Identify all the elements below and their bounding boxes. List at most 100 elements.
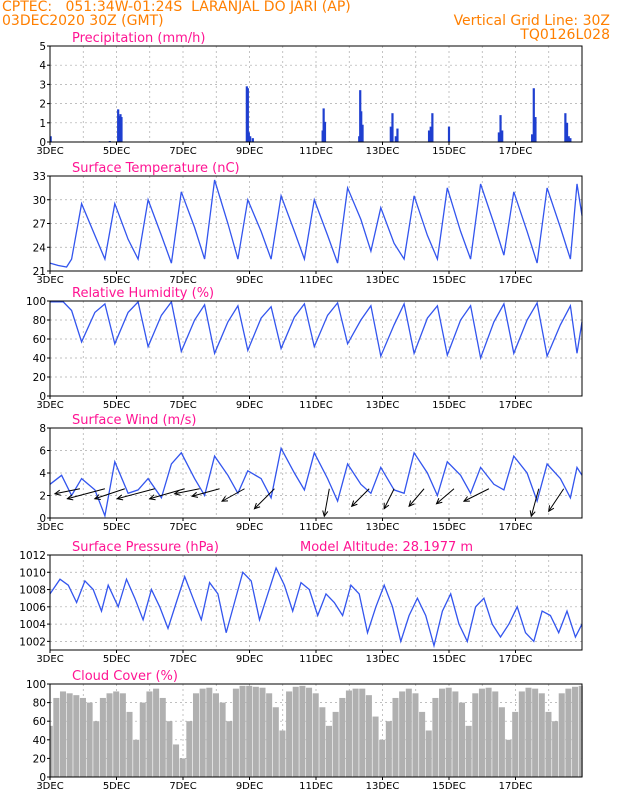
cloud-bar [399,691,406,777]
x-tick-label: 3DEC [36,522,63,533]
wind-arrow-head [66,494,74,501]
y-tick-label: 1012 [19,550,46,562]
cloud-bar [299,685,306,777]
cloud-bar [572,686,579,777]
precip-bar [323,121,327,142]
x-tick-label: 7DEC [169,146,196,157]
y-tick-label: 2 [39,99,46,111]
y-tick-label: 60 [33,334,46,346]
cloud-bar [50,725,53,777]
cloud-bar [532,688,539,777]
wind-arrow [436,488,455,505]
cloud-bar [119,693,126,777]
header-date-line: 03DEC2020 30Z (GMT) [2,13,164,29]
cloud-bar [219,702,226,777]
wind-arrow [463,488,490,502]
cloud-bar [319,707,326,777]
wind-arrow [94,488,125,500]
panel-title: Surface Wind (m/s) [72,413,196,428]
y-tick-label: 40 [33,735,46,747]
cloud-bar [292,686,299,777]
wind-arrow [67,488,105,500]
cloud-bar [272,707,279,777]
cloud-bar [286,691,293,777]
x-tick-label: 7DEC [169,781,196,792]
wind-arrow-head [190,491,199,498]
precip-bar [532,88,535,142]
cloud-bar [385,721,392,777]
y-tick-label: 100 [26,679,46,691]
cloud-bar [379,739,386,777]
x-tick-label: 17DEC [499,146,533,157]
cloud-bar [405,688,412,777]
x-tick-label: 5DEC [103,275,130,286]
cloud-bar [565,688,572,777]
series-line-temperature [49,179,583,268]
x-tick-label: 13DEC [366,146,400,157]
x-tick-label: 7DEC [169,400,196,411]
series-line-wind [49,446,583,519]
precip-bar [565,122,569,142]
x-tick-label: 11DEC [299,275,333,286]
y-tick-label: 1 [39,118,46,130]
x-tick-label: 11DEC [299,400,333,411]
x-tick-label: 17DEC [499,522,533,533]
cloud-bar [66,693,73,777]
precip-bar [427,130,431,142]
y-tick-label: 1006 [19,602,46,614]
y-tick-label: 33 [33,171,46,183]
precip-bar [322,108,325,142]
cloud-bar [372,716,379,777]
cloud-bar [159,697,166,777]
y-tick-label: 1004 [19,619,46,631]
cloud-bar [199,688,206,777]
cloud-bar [239,685,246,777]
header-model-id: TQ0126L028 [520,27,610,43]
panel-cloud: 0 20 40 60 80 100 3DEC 5DEC 7DEC 9DEC 11DEC 13DEC 15… [26,669,583,792]
x-tick-label: 9DEC [236,522,263,533]
cloud-bar [432,697,439,777]
cloud-bar [113,691,120,777]
x-tick-label: 5DEC [103,781,130,792]
precip-bar [499,115,502,142]
cloud-bar [325,725,333,777]
cloud-bar [505,739,512,777]
cloud-bar [485,687,492,777]
x-tick-label: 5DEC [103,522,130,533]
wind-arrow [408,488,425,507]
x-tick-label: 9DEC [236,275,263,286]
x-tick-label: 15DEC [432,275,466,286]
cloud-bar [419,711,426,777]
cloud-bar [345,690,352,777]
y-tick-label: 21 [33,266,46,278]
x-tick-label: 11DEC [299,522,333,533]
x-tick-label: 17DEC [499,781,533,792]
cloud-bar [232,688,239,777]
wind-arrow-head [93,494,101,501]
y-tick-label: 1008 [19,585,46,597]
cloud-bar [179,758,186,777]
cloud-bar [139,702,146,777]
cloud-bar [445,687,452,777]
cloud-bar [452,691,459,777]
y-tick-label: 5 [39,41,46,53]
y-tick-label: 4 [39,60,46,72]
x-tick-label: 9DEC [236,146,263,157]
precip-bar [564,113,567,142]
x-tick-label: 9DEC [236,400,263,411]
x-tick-label: 15DEC [432,400,466,411]
wind-arrow-head [350,500,358,508]
y-tick-label: 3 [39,79,46,91]
x-tick-label: 15DEC [432,522,466,533]
wind-arrow [254,488,275,510]
cloud-bar [306,687,313,777]
y-tick-label: 0 [39,513,46,525]
wind-arrow [54,488,81,495]
x-tick-label: 3DEC [36,275,63,286]
x-tick-label: 9DEC [236,781,263,792]
x-tick-label: 9DEC [236,654,263,665]
cloud-bar [126,711,133,777]
x-tick-label: 15DEC [432,146,466,157]
cloud-bar [525,687,532,777]
